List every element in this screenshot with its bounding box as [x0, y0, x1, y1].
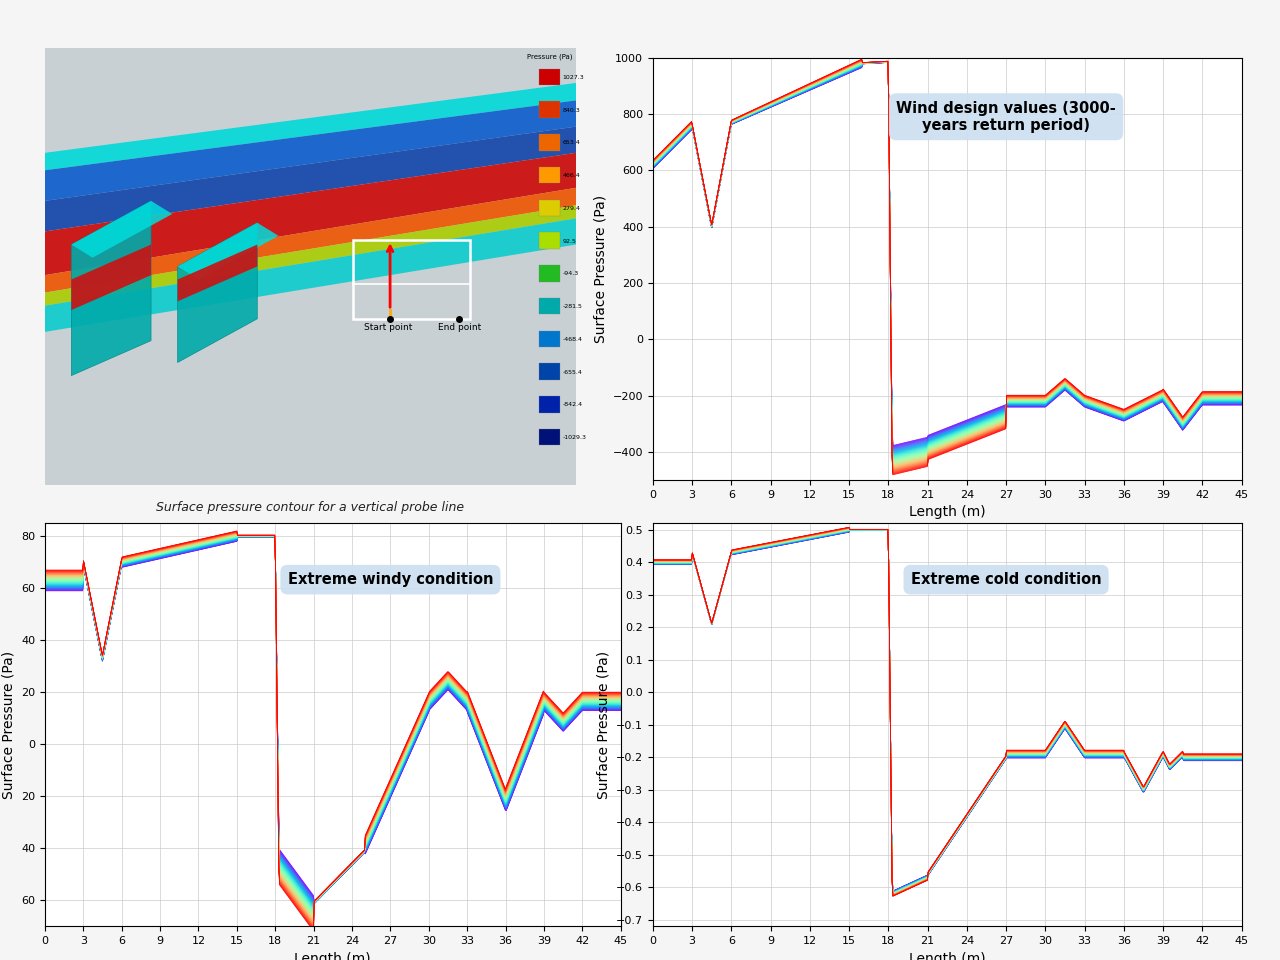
Polygon shape — [72, 245, 151, 310]
Polygon shape — [45, 101, 576, 201]
Text: Wind design values (3000-
years return period): Wind design values (3000- years return p… — [896, 101, 1116, 132]
FancyBboxPatch shape — [539, 265, 561, 281]
Text: 840.3: 840.3 — [563, 108, 580, 112]
Text: 92.5: 92.5 — [563, 239, 576, 244]
Polygon shape — [45, 127, 576, 231]
FancyBboxPatch shape — [539, 102, 561, 118]
Polygon shape — [178, 223, 279, 279]
Text: 279.4: 279.4 — [563, 205, 581, 211]
Polygon shape — [72, 201, 151, 375]
Text: -655.4: -655.4 — [563, 370, 582, 374]
Y-axis label: Surface Pressure (Pa): Surface Pressure (Pa) — [596, 651, 611, 799]
X-axis label: Length (m): Length (m) — [294, 951, 371, 960]
Y-axis label: Surface Pressure (Pa): Surface Pressure (Pa) — [1, 651, 15, 799]
FancyBboxPatch shape — [539, 396, 561, 413]
FancyBboxPatch shape — [539, 167, 561, 183]
FancyBboxPatch shape — [539, 298, 561, 315]
FancyBboxPatch shape — [539, 364, 561, 380]
Polygon shape — [45, 218, 576, 332]
FancyBboxPatch shape — [45, 48, 576, 485]
FancyBboxPatch shape — [539, 232, 561, 249]
FancyBboxPatch shape — [539, 134, 561, 151]
X-axis label: Length (m): Length (m) — [909, 505, 986, 519]
Text: 466.4: 466.4 — [563, 173, 580, 178]
FancyBboxPatch shape — [539, 200, 561, 216]
Polygon shape — [45, 205, 576, 305]
Text: Start point: Start point — [364, 323, 412, 332]
Text: End point: End point — [438, 323, 481, 332]
Polygon shape — [45, 153, 576, 276]
FancyBboxPatch shape — [539, 429, 561, 445]
Text: -94.3: -94.3 — [563, 272, 579, 276]
Text: Extreme windy condition: Extreme windy condition — [288, 572, 493, 588]
Text: -1029.3: -1029.3 — [563, 435, 586, 440]
Text: 653.4: 653.4 — [563, 140, 580, 145]
FancyBboxPatch shape — [539, 330, 561, 348]
FancyBboxPatch shape — [539, 68, 561, 85]
X-axis label: Length (m): Length (m) — [909, 951, 986, 960]
Text: -468.4: -468.4 — [563, 337, 582, 342]
Polygon shape — [178, 245, 257, 301]
Y-axis label: Surface Pressure (Pa): Surface Pressure (Pa) — [593, 195, 607, 343]
Polygon shape — [178, 223, 257, 363]
Polygon shape — [45, 188, 576, 293]
Polygon shape — [72, 201, 173, 257]
Text: Extreme cold condition: Extreme cold condition — [911, 572, 1101, 588]
Text: -281.5: -281.5 — [563, 304, 582, 309]
Text: Pressure (Pa): Pressure (Pa) — [526, 54, 572, 60]
Text: -842.4: -842.4 — [563, 402, 582, 407]
Polygon shape — [45, 83, 576, 170]
Text: 1027.3: 1027.3 — [563, 75, 585, 80]
Text: Surface pressure contour for a vertical probe line: Surface pressure contour for a vertical … — [156, 501, 465, 514]
